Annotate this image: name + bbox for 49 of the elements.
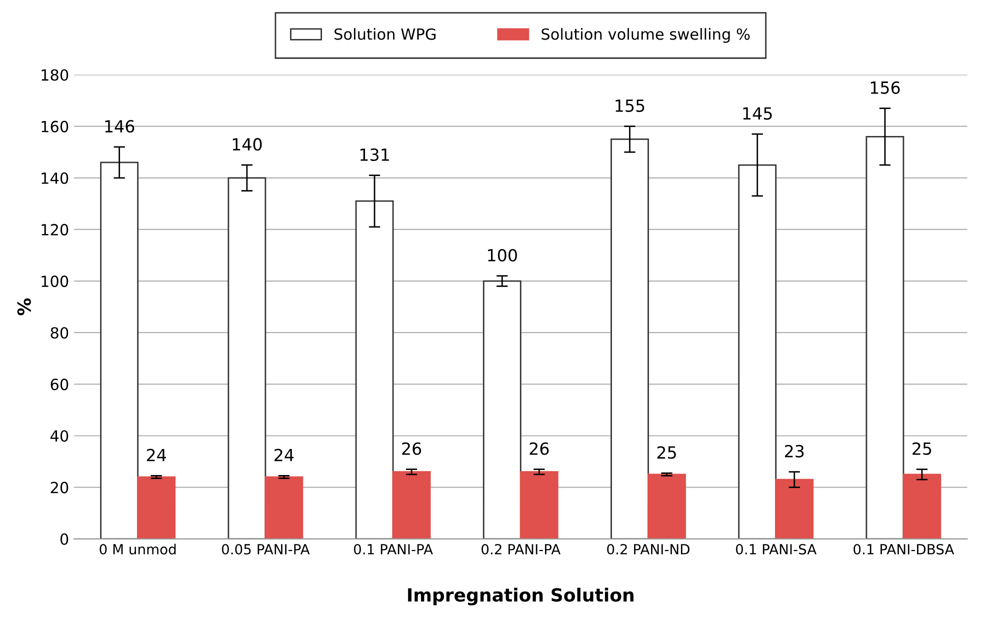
y-tick-label: 20 <box>50 482 68 494</box>
data-label: 26 <box>402 442 422 455</box>
x-axis-title: Impregnation Solution <box>408 588 634 606</box>
bar <box>100 162 139 539</box>
data-label: 25 <box>657 446 676 459</box>
data-label: 145 <box>743 107 772 120</box>
data-label: 146 <box>105 120 134 133</box>
legend-label: Solution volume swelling % <box>542 28 750 43</box>
y-tick-label: 160 <box>42 120 68 132</box>
bar <box>738 164 777 539</box>
data-label: 24 <box>274 448 294 462</box>
y-tick-label: 180 <box>42 69 68 81</box>
x-tick-label: 0.1 PANI-SA <box>736 544 817 555</box>
y-tick-label: 140 <box>42 172 68 184</box>
bar <box>482 280 522 539</box>
data-label: 100 <box>488 248 517 262</box>
bar <box>264 476 304 539</box>
x-tick-label: 0 M unmod <box>100 544 176 555</box>
y-tick-label: 40 <box>50 430 68 442</box>
data-label: 156 <box>870 81 900 94</box>
data-label: 23 <box>784 444 804 458</box>
bar <box>610 138 649 539</box>
bar <box>648 474 686 539</box>
bar <box>392 471 431 539</box>
legend-label: Solution WPG <box>334 28 436 40</box>
x-tick-label: 0.1 PANI-PA <box>354 544 433 555</box>
x-tick-label: 0.05 PANI-PA <box>222 544 310 555</box>
bar <box>775 478 814 539</box>
y-tick-label: 80 <box>50 327 68 339</box>
y-tick-label: 0 <box>60 533 68 545</box>
y-axis-title: % <box>17 298 31 316</box>
data-label: 140 <box>232 138 262 151</box>
bar <box>866 136 904 539</box>
data-label: 25 <box>912 442 932 455</box>
y-tick-label: 60 <box>50 378 68 390</box>
data-label: 24 <box>146 448 166 462</box>
data-label: 131 <box>360 148 389 161</box>
bar <box>137 476 176 539</box>
y-tick-label: 100 <box>42 276 68 288</box>
x-tick-label: 0.1 PANI-DBSA <box>854 544 954 555</box>
data-label: 26 <box>530 442 549 455</box>
data-label: 155 <box>616 100 644 112</box>
bar <box>520 471 558 539</box>
x-tick-label: 0.2 PANI-ND <box>607 544 690 555</box>
y-tick-label: 120 <box>42 224 68 236</box>
x-tick-label: 0.2 PANI-PA <box>482 544 561 555</box>
bar <box>355 200 394 539</box>
bar <box>228 177 266 539</box>
bar <box>902 474 942 539</box>
